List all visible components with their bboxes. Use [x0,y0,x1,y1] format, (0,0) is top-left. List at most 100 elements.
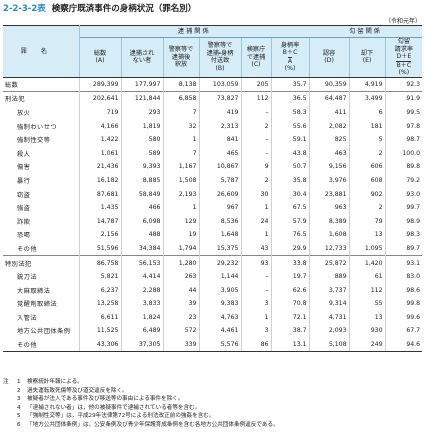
cell: – [240,132,271,147]
note-number: 3 [17,396,21,403]
cell: 16,182 [78,173,121,188]
cell: 1,144 [198,269,241,284]
cell: 463 [308,146,350,161]
column-header: 身柄率 B＋C A (%) [270,37,310,78]
cell: 8,536 [198,214,241,229]
header-line: B＋C [282,49,298,57]
cell: 9 [240,160,271,174]
cell: 1,420 [348,255,386,270]
cell: 719 [78,105,121,120]
cell: 67.5 [270,200,310,215]
cell: 4,763 [198,310,241,325]
cell: 9,383 [198,297,241,311]
cell: 2,313 [198,119,241,133]
cell: 13 [348,228,386,242]
cell: 97.8 [384,119,423,133]
cell: 25,872 [308,255,350,270]
cell: 11,525 [78,324,121,338]
cell: 825 [308,132,350,147]
cell: 1,435 [78,200,121,215]
cell: 99.5 [384,105,423,120]
cell: 3,833 [120,297,163,311]
cell: 2,156 [78,228,121,242]
header-line: (B) [215,64,225,72]
table-row: 詐欺 14,787 6,098 129 8,536 24 57.9 8,389 79 98.9 [3,214,423,229]
cell: 13.1 [270,337,310,353]
note-number: 5 [17,413,21,420]
cell: 1 [240,228,271,242]
cell: 5 [348,132,386,147]
table-row: 放火 719 293 7 419–58.3 411 6 99.5 [3,105,423,120]
cell: 100.0 [384,146,423,161]
row-label: 強制わいせつ [17,123,58,131]
cell: 963 [308,200,350,215]
header-line: B＋C [386,60,423,70]
table-row: 特別法犯 86,758 56,153 1,280 29,232 93 33.8 25,872 1… [3,255,423,270]
cell: 608 [348,173,386,188]
cell: 5,108 [308,337,350,353]
note-number: 6 [17,421,21,428]
header-line: 請求率 [394,45,414,53]
cell: 411 [308,105,350,120]
cell: 1,280 [162,255,199,270]
table-head: 罪名 逮捕関係 勾留関係 総数 (A) 逮捕され ない者 警察等で 逮捕後 釈放 警察等で 逮捕・身柄… [3,25,423,78]
header-row: 総数 (A) 逮捕され ない者 警察等で 逮捕後 釈放 警察等で 逮捕・身柄 付送致 (B) 検察庁で… [3,37,423,78]
cell: 6,237 [78,283,121,297]
cell: 4,414 [120,269,163,284]
cell: 112 [240,91,271,106]
cell: 129 [162,214,199,229]
cell: 9,314 [308,297,350,311]
note: 3 被疑者が法人である事件及び移送等の事由による事件を除く。 [3,395,279,404]
cell: 466 [120,200,163,215]
table-row: 窃盗 87,681 58,849 2,193 26,609 30 30.4 23,881 902… [3,187,423,201]
table-row: 殺人 1,061 589 7 465–43.8 463 2 100.0 [3,146,423,161]
cell: 30 [240,187,271,201]
cell: 930 [348,324,386,338]
cell: 37,305 [120,337,163,353]
cell: 177,997 [120,76,163,92]
note-text: 「逮捕されない者」は，他の被疑事件で逮捕されている者等を含む。 [27,404,201,411]
cell: 2 [348,146,386,161]
cell: 72.1 [270,310,310,325]
cell: 79 [348,214,386,229]
cell: 488 [120,228,163,242]
cell: 93.1 [384,255,423,270]
cell: 86,758 [78,255,121,270]
table-row: 強制わいせつ 4,166 1,819 32 2,313 2 55.6 2,082 181 97.8 [3,119,423,133]
cell: 99.7 [384,200,423,215]
cell: 4,166 [78,119,121,133]
cell: 1,061 [78,146,121,161]
cell: 24 [240,214,271,229]
cell: 263 [162,269,199,284]
cell: 1 [162,200,199,215]
note-number: 1 [17,379,21,385]
column-header: 警察等で 逮捕後 釈放 [162,37,199,78]
cell: 1,095 [348,241,386,256]
row-label: 窃盗 [17,191,31,199]
cell: 1,819 [120,119,163,133]
note-text: 過失運転致死傷等及び道交違反を除く。 [27,387,128,394]
cell: 902 [348,187,386,201]
header-line: 警察等で [207,42,233,50]
cell: 6,858 [162,91,199,106]
row-label: 恐喝 [17,232,31,240]
cell: 57.9 [270,214,310,229]
table-row: 地方公共団体条例 11,525 6,489 572 4,461 3 38.7 2,093 930… [3,324,423,338]
cell: 580 [120,132,163,147]
cell: 1,608 [308,228,350,242]
cell: 44 [162,283,199,297]
cell: 3,905 [198,283,241,297]
cell: 55 [348,297,386,311]
row-label: 大麻取締法 [17,287,51,295]
cell: 58.3 [270,105,310,120]
header-line: A [272,56,309,66]
header-line: 釈放 [174,61,188,68]
cell: 30.4 [270,187,310,201]
cell: 93 [240,255,271,270]
cell: 23,881 [308,187,350,201]
cell: 35.7 [270,76,310,92]
header-line: 勾留 [397,38,411,45]
cell: 50.7 [270,160,310,174]
cell: 289,399 [78,76,121,92]
cell: 12,733 [308,241,350,256]
